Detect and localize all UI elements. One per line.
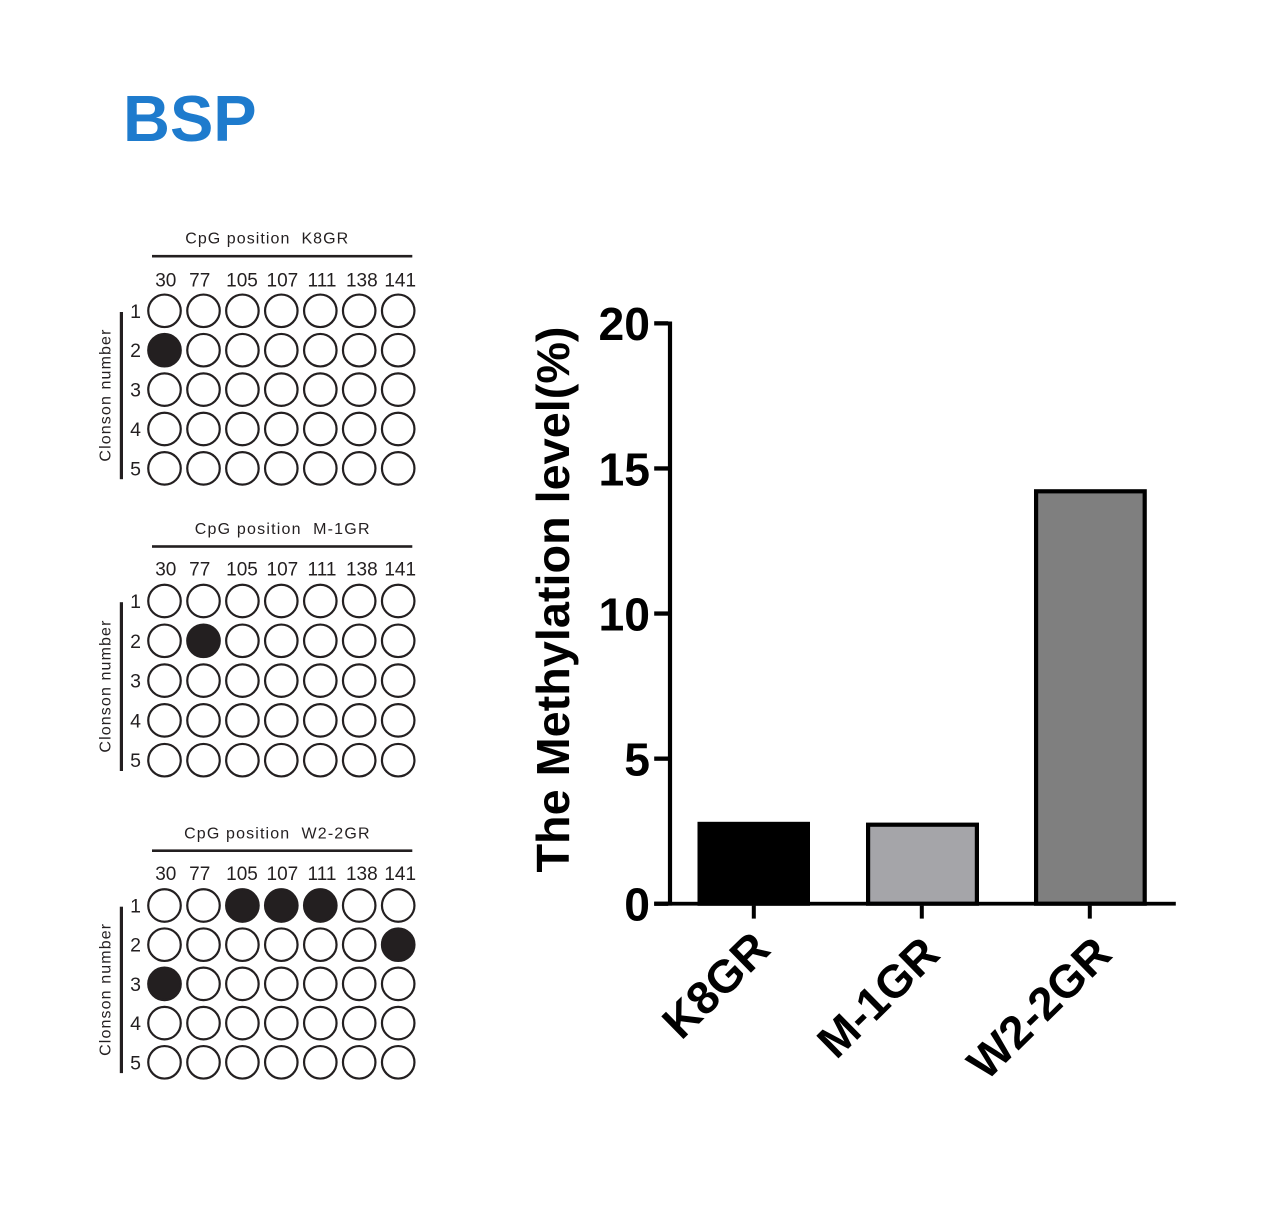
svg-text:111: 111 (308, 271, 337, 292)
svg-text:4: 4 (130, 1013, 141, 1035)
svg-text:77: 77 (189, 560, 210, 581)
svg-text:Clonson number: Clonson number (98, 329, 115, 462)
svg-text:4: 4 (130, 419, 141, 441)
svg-text:30: 30 (155, 271, 176, 292)
svg-text:10: 10 (599, 588, 651, 640)
svg-text:111: 111 (308, 560, 337, 581)
svg-text:138: 138 (346, 864, 378, 885)
svg-text:3: 3 (130, 380, 141, 402)
svg-text:4: 4 (130, 710, 141, 732)
svg-text:3: 3 (130, 974, 141, 996)
svg-text:77: 77 (189, 271, 210, 292)
svg-text:1: 1 (130, 301, 141, 323)
svg-text:105: 105 (226, 271, 258, 292)
svg-text:CpG position K8GR: CpG position K8GR (185, 230, 348, 247)
svg-text:5: 5 (130, 750, 141, 772)
svg-text:138: 138 (346, 271, 378, 292)
svg-text:111: 111 (308, 864, 337, 885)
svg-text:The Methylation level(%): The Methylation level(%) (527, 326, 579, 872)
svg-text:141: 141 (384, 864, 416, 885)
svg-text:Clonson number: Clonson number (98, 923, 115, 1056)
svg-text:141: 141 (384, 271, 416, 292)
svg-text:141: 141 (384, 560, 416, 581)
svg-text:2: 2 (130, 631, 141, 653)
svg-text:105: 105 (226, 560, 258, 581)
svg-text:105: 105 (226, 864, 258, 885)
svg-text:3: 3 (130, 671, 141, 693)
svg-text:CpG position M-1GR: CpG position M-1GR (195, 521, 370, 538)
svg-text:15: 15 (599, 443, 651, 495)
svg-text:20: 20 (599, 298, 651, 350)
svg-text:77: 77 (189, 864, 210, 885)
svg-text:107: 107 (267, 560, 299, 581)
svg-text:1: 1 (130, 896, 141, 918)
svg-text:5: 5 (624, 734, 650, 786)
svg-text:0: 0 (624, 879, 650, 931)
svg-text:5: 5 (130, 1052, 141, 1074)
svg-text:138: 138 (346, 560, 378, 581)
svg-text:1: 1 (130, 591, 141, 613)
svg-text:107: 107 (267, 271, 299, 292)
svg-text:30: 30 (155, 864, 176, 885)
svg-text:107: 107 (267, 864, 299, 885)
svg-text:BSP: BSP (123, 82, 257, 155)
svg-text:30: 30 (155, 560, 176, 581)
svg-text:2: 2 (130, 340, 141, 362)
svg-text:Clonson number: Clonson number (98, 620, 115, 753)
svg-text:5: 5 (130, 458, 141, 480)
svg-text:2: 2 (130, 935, 141, 957)
svg-text:CpG position W2-2GR: CpG position W2-2GR (184, 825, 369, 842)
